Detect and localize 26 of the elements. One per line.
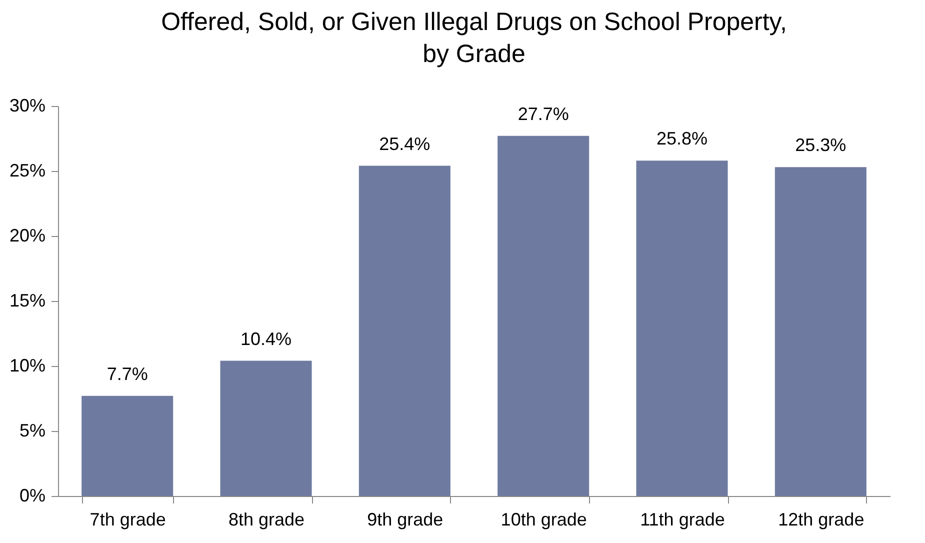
bar: [636, 160, 728, 496]
data-label: 7.7%: [106, 364, 148, 384]
data-label: 25.3%: [795, 135, 846, 156]
y-tick-label: 20%: [9, 226, 46, 246]
bar: [82, 396, 174, 496]
x-tick-label: 10th grade: [500, 510, 587, 530]
y-tick-label: 15%: [9, 290, 46, 310]
x-tick-label: 9th grade: [367, 510, 444, 530]
data-label: 25.4%: [379, 134, 430, 154]
data-label: 27.7%: [518, 104, 569, 124]
x-tick-label: 7th grade: [90, 510, 166, 530]
x-tick-label: 12th grade: [778, 510, 864, 530]
x-tick-label: 8th grade: [228, 510, 305, 530]
bar: [498, 136, 590, 496]
x-tick-label: 11th grade: [640, 510, 725, 530]
y-tick-label: 30%: [9, 96, 46, 116]
bar: [220, 360, 312, 496]
y-tick-label: 0%: [19, 486, 46, 506]
y-tick-label: 10%: [9, 356, 46, 376]
chart-title: Offered, Sold, or Given Illegal Drugs on School Property, by Grade: [161, 8, 787, 68]
bar: [774, 167, 866, 496]
data-label: 25.8%: [656, 128, 708, 149]
data-label: 10.4%: [240, 328, 292, 349]
y-tick-label: 25%: [9, 160, 46, 180]
bar: [358, 166, 450, 496]
y-tick-label: 5%: [19, 420, 46, 440]
